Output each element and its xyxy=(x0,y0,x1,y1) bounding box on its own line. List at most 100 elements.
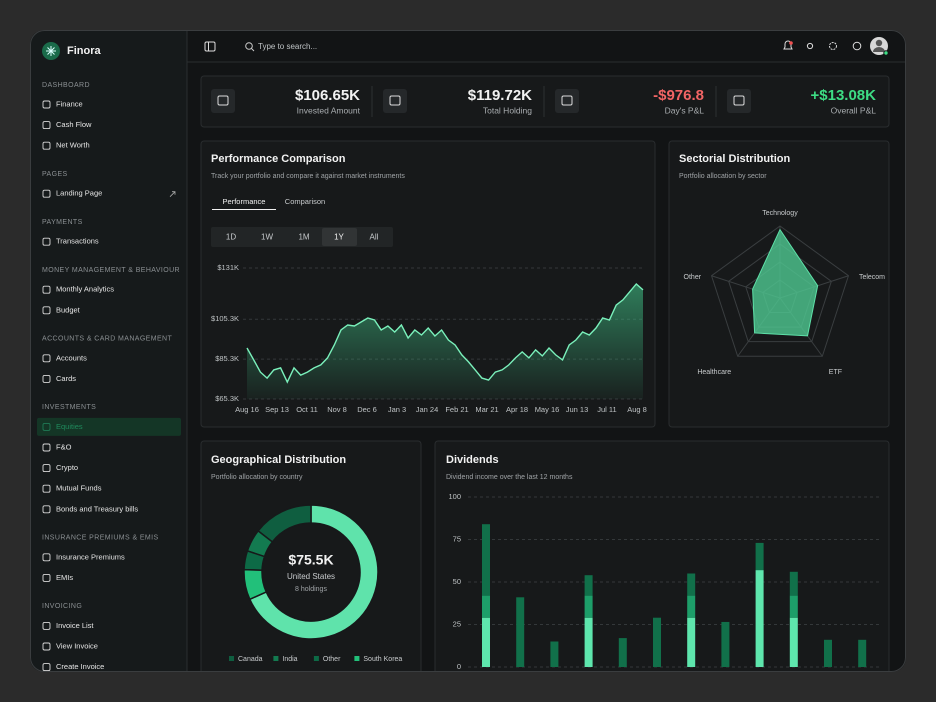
x-tick-label: Mar 21 xyxy=(475,405,498,414)
app-frame: Finora Type to search... DASHBOARD Finance C… xyxy=(30,30,906,672)
card-subtitle: Portfolio allocation by country xyxy=(211,474,303,481)
card-subtitle: Dividend income over the last 12 months xyxy=(446,474,573,481)
sidebar-item[interactable]: Budget xyxy=(56,305,81,314)
sidebar-section-title: MONEY MANAGEMENT & BEHAVIOUR xyxy=(42,267,180,274)
y-tick-label: 100 xyxy=(448,492,461,501)
sidebar-item[interactable]: Transactions xyxy=(56,237,99,246)
sidebar-item[interactable]: Finance xyxy=(56,99,83,108)
active-item-background xyxy=(37,417,181,436)
range-button[interactable]: All xyxy=(370,233,379,242)
search-input[interactable]: Type to search... xyxy=(258,42,317,51)
avatar-body xyxy=(873,47,885,52)
donut-center-caption: 8 holdings xyxy=(295,586,327,593)
sidebar-icon xyxy=(42,443,51,452)
sidebar-toggle[interactable] xyxy=(204,41,216,52)
card-title: Dividends xyxy=(446,454,499,466)
x-tick-label: Aug 16 xyxy=(235,405,259,414)
sidebar-item[interactable]: Landing Page xyxy=(56,189,102,198)
y-tick-label: 25 xyxy=(453,619,461,628)
bar-segment xyxy=(858,639,867,667)
card-subtitle: Portfolio allocation by sector xyxy=(679,173,767,180)
legend-label: Canada xyxy=(238,656,263,663)
search-icon xyxy=(245,42,253,50)
sidebar-icon xyxy=(42,505,51,514)
bar-segment xyxy=(482,617,490,667)
range-button[interactable]: 1D xyxy=(226,233,236,242)
donut-segment xyxy=(243,568,268,601)
sidebar-icon xyxy=(42,553,51,562)
x-tick-label: Feb 21 xyxy=(445,405,468,414)
bar-segment xyxy=(584,617,593,667)
stat-icon xyxy=(727,89,751,113)
range-button[interactable]: 1W xyxy=(261,233,273,242)
radar-label: Technology xyxy=(762,210,798,217)
sidebar-item[interactable]: Crypto xyxy=(56,463,78,472)
radar-ring xyxy=(728,243,832,343)
sidebar-icon xyxy=(42,642,51,651)
sidebar-item[interactable]: View Invoice xyxy=(56,641,98,650)
sidebar-item[interactable]: Cards xyxy=(56,374,76,383)
sidebar-item[interactable]: Monthly Analytics xyxy=(56,285,114,294)
sidebar-item[interactable]: Net Worth xyxy=(56,141,90,150)
stat-icon-glyph xyxy=(733,95,745,106)
sidebar-item[interactable]: Create Invoice xyxy=(56,662,104,671)
bar-segment xyxy=(755,570,764,667)
sidebar-item[interactable]: Equities xyxy=(56,422,83,431)
stat-label: Day's P&L xyxy=(665,105,705,115)
sidebar-item[interactable]: Insurance Premiums xyxy=(56,552,125,561)
x-tick-label: Apr 18 xyxy=(506,405,528,414)
bar-segment xyxy=(721,621,730,667)
bar-segment xyxy=(755,542,764,571)
sidebar-icon xyxy=(42,354,51,363)
bar-segment xyxy=(584,595,593,618)
stat-value: $119.72K xyxy=(468,87,532,104)
area-fill xyxy=(247,284,643,399)
range-button[interactable]: 1M xyxy=(298,233,309,242)
sidebar-section-title: INVOICING xyxy=(42,603,82,610)
sidebar-item[interactable]: Mutual Funds xyxy=(56,484,102,493)
sidebar-icon xyxy=(42,663,51,672)
sidebar-icon xyxy=(42,100,51,109)
logo-mark xyxy=(46,46,56,56)
y-tick-label: $85.3K xyxy=(215,354,239,363)
bar-segment xyxy=(482,595,490,618)
legend-label: Other xyxy=(323,656,341,663)
sidebar-item[interactable]: Bonds and Treasury bills xyxy=(56,504,138,513)
bar-segment xyxy=(687,595,696,618)
stat-label: Total Holding xyxy=(483,105,532,115)
radar-ring xyxy=(710,225,850,357)
settings-icon[interactable] xyxy=(829,42,837,50)
sidebar-icon xyxy=(42,374,51,383)
x-tick-label: Jul 11 xyxy=(597,405,616,414)
theme-icon[interactable] xyxy=(806,42,814,50)
sidebar-item[interactable]: Invoice List xyxy=(56,621,94,630)
donut-center-value: $75.5K xyxy=(288,552,333,568)
x-tick-label: Jan 3 xyxy=(388,405,406,414)
sidebar-icon xyxy=(42,285,51,294)
tab[interactable]: Comparison xyxy=(285,197,325,206)
x-tick-label: Jan 24 xyxy=(416,405,439,414)
sidebar-item[interactable]: EMIs xyxy=(56,573,73,582)
palette-icon[interactable] xyxy=(852,41,862,51)
geo-card xyxy=(200,440,422,672)
bar-segment xyxy=(516,597,525,667)
bar-segment xyxy=(584,575,593,596)
sidebar-item[interactable]: Accounts xyxy=(56,353,87,362)
bar-segment xyxy=(789,617,798,667)
sidebar-item[interactable]: Cash Flow xyxy=(56,120,92,129)
stat-label: Overall P&L xyxy=(831,105,877,115)
card-subtitle: Track your portfolio and compare it agai… xyxy=(211,173,405,180)
bar-segment xyxy=(653,617,661,667)
radar-label: Telecom xyxy=(859,274,885,281)
stat-icon xyxy=(555,89,579,113)
tab[interactable]: Performance xyxy=(223,197,266,206)
status-dot xyxy=(883,50,889,56)
area-line xyxy=(246,283,644,384)
radar-label: ETF xyxy=(829,369,842,376)
range-button[interactable]: 1Y xyxy=(334,233,344,242)
notifications-icon[interactable] xyxy=(783,40,793,50)
sidebar-icon xyxy=(42,189,51,198)
y-tick-label: $105.3K xyxy=(211,314,239,323)
sidebar-item[interactable]: F&O xyxy=(56,442,72,451)
